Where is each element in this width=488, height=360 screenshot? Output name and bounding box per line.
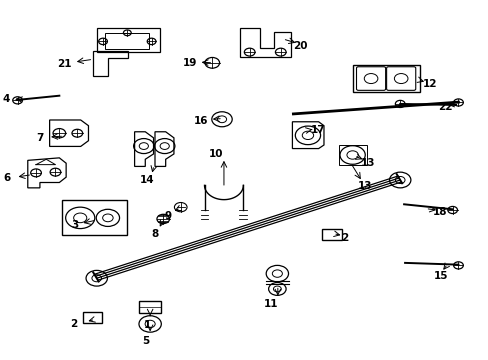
Bar	[61, 201, 127, 235]
Text: 17: 17	[310, 125, 325, 135]
Text: 19: 19	[183, 58, 197, 68]
Text: 22: 22	[438, 102, 452, 112]
Text: 8: 8	[151, 229, 158, 239]
Text: 2: 2	[70, 319, 78, 329]
Text: 12: 12	[422, 79, 437, 89]
Text: 13: 13	[357, 181, 372, 191]
Text: 1: 1	[144, 320, 151, 330]
Text: 9: 9	[164, 211, 171, 221]
Text: 6: 6	[3, 173, 11, 183]
Text: 21: 21	[57, 59, 71, 69]
Bar	[352, 65, 419, 92]
Text: 16: 16	[193, 116, 208, 126]
Bar	[82, 312, 102, 323]
Text: 13: 13	[360, 158, 374, 168]
Bar	[338, 145, 366, 165]
Bar	[105, 33, 149, 49]
Text: 2: 2	[341, 233, 348, 243]
Text: 14: 14	[139, 175, 154, 185]
Bar	[139, 301, 161, 313]
Text: 3: 3	[71, 220, 79, 230]
Text: 4: 4	[2, 94, 10, 104]
Text: 10: 10	[208, 149, 223, 159]
Text: 20: 20	[292, 41, 307, 51]
Text: 7: 7	[36, 133, 43, 143]
Text: 5: 5	[142, 336, 150, 346]
Text: 11: 11	[264, 299, 278, 309]
Text: 18: 18	[432, 207, 447, 217]
Text: 15: 15	[433, 271, 448, 282]
Bar	[321, 229, 341, 240]
